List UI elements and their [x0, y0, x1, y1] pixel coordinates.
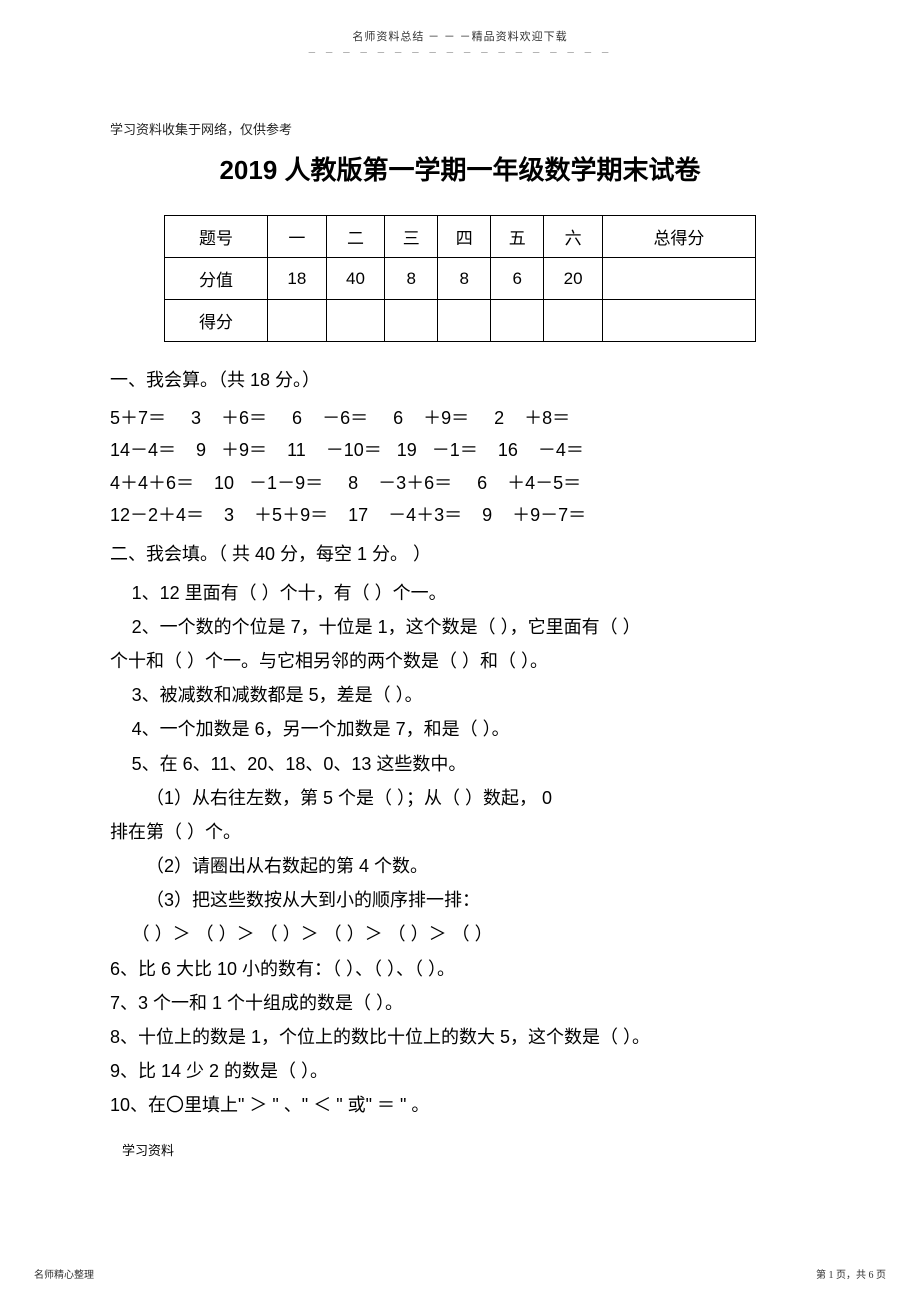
score-table: 题号 一 二 三 四 五 六 总得分 分值 18 40 8 8 6 20 得分: [164, 215, 756, 342]
td: 8: [438, 258, 491, 300]
fill-question: 6、比 6 大比 10 小的数有：（ ）、（ ）、（ ）。: [110, 952, 810, 986]
fill-question: （3）把这些数按从大到小的顺序排一排：: [110, 883, 810, 917]
td: [602, 258, 755, 300]
td: 得分: [165, 300, 268, 342]
td: [438, 300, 491, 342]
th: 四: [438, 216, 491, 258]
th: 总得分: [602, 216, 755, 258]
fill-question: （ ）＞ （ ）＞ （ ）＞ （ ）＞ （ ）＞ （ ）: [110, 917, 810, 951]
td: [491, 300, 544, 342]
source-note: 学习资料收集于网络，仅供参考: [110, 119, 810, 138]
th: 二: [326, 216, 385, 258]
page-footer-left: 名师精心整理: [34, 1266, 94, 1281]
content-wrapper: 学习资料收集于网络，仅供参考 2019 人教版第一学期一年级数学期末试卷 题号 …: [110, 59, 810, 1123]
td: 8: [385, 258, 438, 300]
fill-question: （1）从右往左数，第 5 个是（ ）；从（ ）数起， 0: [110, 781, 810, 815]
fill-question: 9、比 14 少 2 的数是（ ）。: [110, 1054, 810, 1088]
fill-question: 3、被减数和减数都是 5，差是（ ）。: [110, 678, 810, 712]
th: 三: [385, 216, 438, 258]
fill-question: 5、在 6、11、20、18、0、13 这些数中。: [110, 747, 810, 781]
td: 20: [544, 258, 603, 300]
fill-question: 7、3 个一和 1 个十组成的数是（ ）。: [110, 986, 810, 1020]
table-row: 分值 18 40 8 8 6 20: [165, 258, 756, 300]
arith-line: 12－2＋4＝ 3 ＋5＋9＝ 17 －4＋3＝ 9 ＋9－7＝: [110, 499, 810, 531]
page-footer-right: 第 1 页，共 6 页: [816, 1266, 886, 1281]
fill-question: 10、在〇里填上" ＞ " 、" ＜ " 或" ＝ " 。: [110, 1088, 810, 1122]
th: 题号: [165, 216, 268, 258]
page-title: 2019 人教版第一学期一年级数学期末试卷: [110, 150, 810, 187]
fill-question: 排在第（ ）个。: [110, 815, 810, 849]
fill-question: 个十和（ ）个一。与它相另邻的两个数是（ ）和（ ）。: [110, 644, 810, 678]
footer-left-note: 学习资料: [122, 1140, 174, 1159]
td: 6: [491, 258, 544, 300]
fill-question: 8、十位上的数是 1，个位上的数比十位上的数大 5，这个数是（ ）。: [110, 1020, 810, 1054]
table-row: 题号 一 二 三 四 五 六 总得分: [165, 216, 756, 258]
th: 五: [491, 216, 544, 258]
th: 一: [268, 216, 327, 258]
header-dots: － － － － － － － － － － － － － － － － － －: [0, 46, 920, 59]
td: 40: [326, 258, 385, 300]
section-1-head: 一、我会算。（共 18 分。）: [110, 366, 810, 392]
td: [268, 300, 327, 342]
arith-line: 4＋4＋6＝ 10 －1－9＝ 8 －3＋6＝ 6 ＋4－5＝: [110, 467, 810, 499]
table-row: 得分: [165, 300, 756, 342]
fill-question: 4、一个加数是 6，另一个加数是 7，和是（ ）。: [110, 712, 810, 746]
section-2-head: 二、我会填。（ 共 40 分，每空 1 分。 ）: [110, 540, 810, 566]
arith-line: 5＋7＝ 3 ＋6＝ 6 －6＝ 6 ＋9＝ 2 ＋8＝: [110, 402, 810, 434]
td: 分值: [165, 258, 268, 300]
fill-question: 2、一个数的个位是 7，十位是 1，这个数是（ ），它里面有（ ）: [110, 610, 810, 644]
th: 六: [544, 216, 603, 258]
fill-question: （2）请圈出从右数起的第 4 个数。: [110, 849, 810, 883]
fill-question: 1、12 里面有（ ）个十，有（ ）个一。: [110, 576, 810, 610]
td: [326, 300, 385, 342]
td: [544, 300, 603, 342]
td: [602, 300, 755, 342]
header-top-note: 名师资料总结 － － －精品资料欢迎下载: [0, 0, 920, 44]
fills-container: 1、12 里面有（ ）个十，有（ ）个一。2、一个数的个位是 7，十位是 1，这…: [110, 576, 810, 1123]
td: 18: [268, 258, 327, 300]
arith-line: 14－4＝ 9 ＋9＝ 11 －10＝ 19 －1＝ 16 －4＝: [110, 434, 810, 466]
td: [385, 300, 438, 342]
